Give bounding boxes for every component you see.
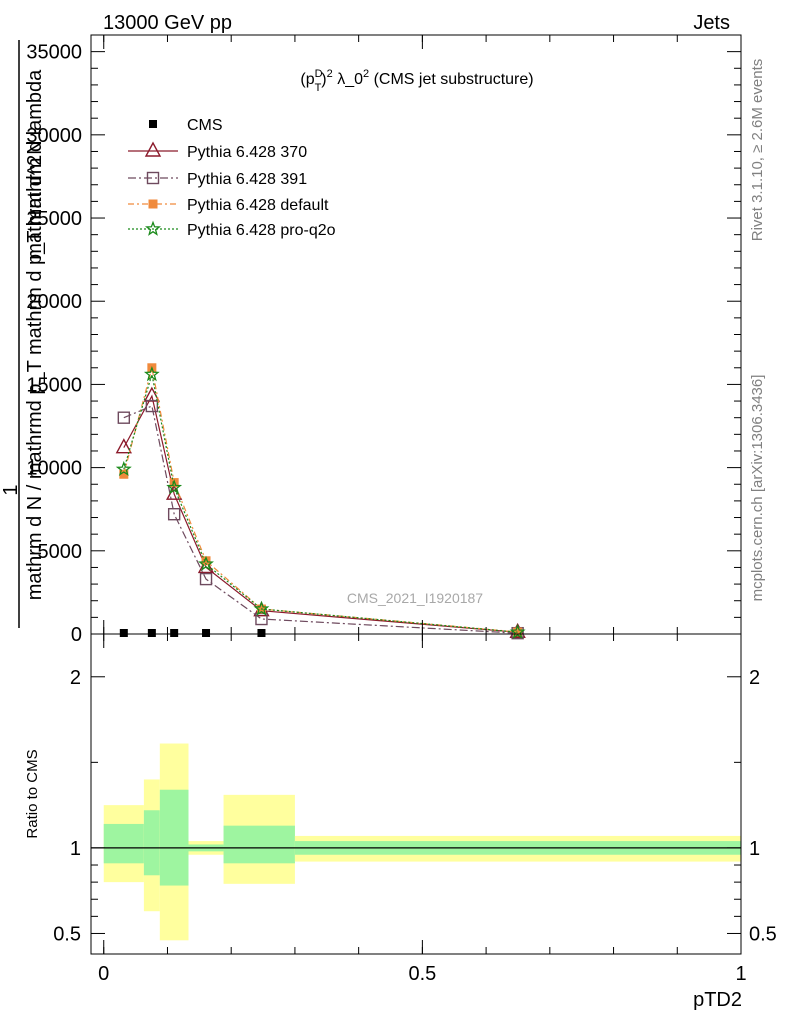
legend-item-pythia-6-428-370: Pythia 6.428 370 bbox=[128, 141, 307, 161]
ylabel-numerator: mathrm d^2N bbox=[24, 140, 46, 259]
series-line-pythia-6-428-default bbox=[123, 367, 518, 633]
pythia-6-428-default-point bbox=[513, 627, 523, 637]
pythia-6-428-default-point bbox=[119, 469, 129, 479]
pythia-6-428-370-point bbox=[115, 438, 132, 454]
main-ytick-label: 10000 bbox=[26, 458, 82, 480]
pythia-6-428-pro-q2o-point bbox=[115, 460, 132, 477]
mcplots-label: mcplots.cern.ch [arXiv:1306.3436] bbox=[749, 375, 766, 602]
cms-point bbox=[257, 629, 266, 637]
pythia-6-428-pro-q2o-point bbox=[253, 600, 270, 616]
ratio-ytick-label-right: 0.5 bbox=[749, 923, 777, 945]
cms-point bbox=[119, 629, 128, 637]
legend-label: Pythia 6.428 370 bbox=[187, 144, 307, 161]
pythia-6-428-391-point bbox=[199, 572, 213, 586]
pythia-6-428-391-point bbox=[145, 399, 159, 413]
rivet-label: Rivet 3.1.10, ≥ 2.6M events bbox=[749, 59, 766, 242]
main-ylabel: 1 mathrm d^2N mathrm d N / mathrmd p_T m… bbox=[0, 40, 46, 628]
pythia-6-428-pro-q2o-point bbox=[198, 555, 214, 571]
title-sup3: 2 bbox=[363, 68, 369, 80]
main-title: (pD T)2 λ_02 (CMS jet substructure) bbox=[300, 68, 533, 94]
watermark: CMS_2021_I1920187 bbox=[347, 590, 483, 606]
ratio-band-inner bbox=[143, 810, 160, 876]
ylabel-top: 1 bbox=[0, 484, 22, 495]
ratio-band-inner bbox=[103, 823, 144, 864]
legend-item-pythia-6-428-391: Pythia 6.428 391 bbox=[128, 171, 307, 188]
series-line-pythia-6-428-391 bbox=[123, 405, 518, 634]
main-ytick-label: 5000 bbox=[38, 541, 83, 563]
cms-point bbox=[147, 629, 156, 637]
cms-point bbox=[202, 629, 211, 637]
ylabel-denominator: mathrm d N / mathrmd p_T mathrm d p_T ma… bbox=[24, 69, 46, 600]
legend: CMS Pythia 6.428 370 Pythia 6.428 391 Pythi… bbox=[128, 117, 336, 239]
ratio-ytick-label: 1 bbox=[70, 838, 81, 860]
main-panel: CMS_2021_I1920187 0 5000 10000 15000 20000 25… bbox=[26, 34, 742, 646]
title-lambda: λ_0 bbox=[333, 71, 363, 88]
title-rest: (CMS jet substructure) bbox=[369, 71, 533, 88]
series-pythia-6-428-391 bbox=[117, 399, 524, 640]
header-right: Jets bbox=[693, 12, 730, 34]
title-base: (p bbox=[300, 71, 314, 88]
ratio-ytick-label: 2 bbox=[70, 667, 81, 689]
legend-marker bbox=[145, 220, 161, 236]
legend-label: Pythia 6.428 pro-q2o bbox=[187, 222, 336, 239]
ratio-ytick-label-right: 1 bbox=[749, 838, 760, 860]
ratio-ytick-label-right: 2 bbox=[749, 667, 760, 689]
series-line-pythia-6-428-370 bbox=[123, 394, 518, 633]
x-axis-label: pTD2 bbox=[693, 989, 742, 1011]
ratio-band-inner bbox=[159, 789, 189, 886]
pythia-6-428-pro-q2o-point bbox=[166, 479, 183, 495]
series-pythia-6-428-pro-q2o bbox=[115, 365, 526, 639]
ratio-ylabel: Ratio to CMS bbox=[24, 749, 41, 838]
main-ytick-label: 25000 bbox=[26, 208, 82, 230]
legend-label: Pythia 6.428 391 bbox=[187, 171, 307, 188]
ratio-ytick-label: 0.5 bbox=[53, 923, 81, 945]
pythia-6-428-391-point bbox=[117, 411, 131, 424]
legend-item-pythia-6-428-default: Pythia 6.428 default bbox=[128, 197, 329, 214]
main-ytick-label: 30000 bbox=[26, 125, 82, 147]
ratio-panel: 0.5 0.51 12 2 0 0.5 1 bbox=[53, 633, 777, 985]
title-sup1: D bbox=[315, 68, 323, 80]
pythia-6-428-pro-q2o-point bbox=[509, 623, 526, 639]
ratio-band-inner bbox=[223, 825, 295, 864]
cms-point bbox=[170, 629, 179, 637]
legend-marker bbox=[144, 141, 162, 157]
main-ytick-label: 20000 bbox=[26, 291, 82, 313]
ratio-xtick-label: 1 bbox=[735, 963, 746, 985]
title-sup2: 2 bbox=[327, 68, 333, 80]
ratio-xtick-label: 0.5 bbox=[408, 963, 436, 985]
legend-item-pythia-6-428-pro-q2o: Pythia 6.428 pro-q2o bbox=[128, 220, 336, 239]
title-mid: ) bbox=[321, 71, 326, 88]
main-ytick-label: 15000 bbox=[26, 374, 82, 396]
legend-marker bbox=[148, 199, 158, 209]
legend-cms-marker bbox=[149, 120, 157, 128]
pythia-6-428-default-point bbox=[201, 556, 211, 566]
ratio-frame bbox=[90, 633, 742, 955]
main-ytick-label: 35000 bbox=[26, 42, 82, 64]
legend-item-cms: CMS bbox=[149, 117, 223, 134]
pythia-6-428-391-point bbox=[167, 508, 181, 521]
legend-marker bbox=[146, 171, 160, 185]
ratio-xtick-label: 0 bbox=[98, 963, 109, 985]
title-sub1: T bbox=[315, 82, 322, 94]
pythia-6-428-pro-q2o-point bbox=[143, 365, 160, 382]
header-left: 13000 GeV pp bbox=[103, 12, 232, 34]
legend-label: Pythia 6.428 default bbox=[187, 197, 329, 214]
main-ytick-label: 0 bbox=[71, 624, 82, 646]
legend-label: CMS bbox=[187, 117, 223, 134]
